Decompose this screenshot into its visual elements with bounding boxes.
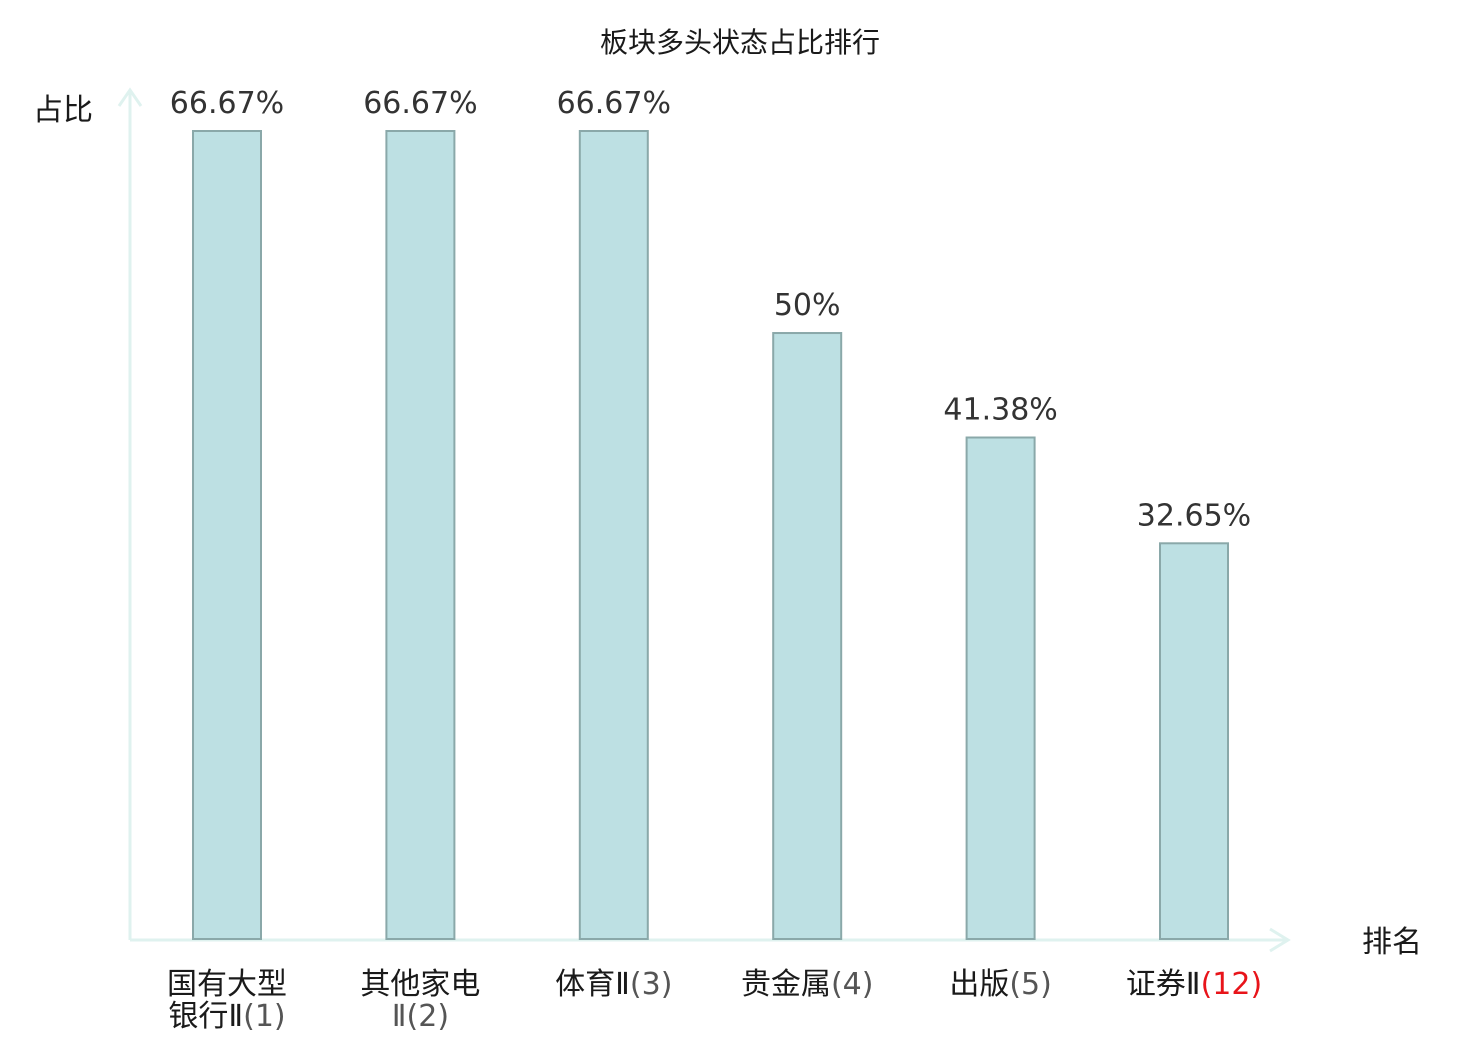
value-label-4: 50% — [774, 288, 841, 323]
tick-label-6: 证券Ⅱ(12) — [1126, 967, 1262, 1002]
tick-label-line: 出版(5) — [949, 967, 1052, 1002]
category-rank: (1) — [243, 999, 286, 1034]
tick-label-line: 其他家电 — [360, 967, 480, 1002]
category-rank: Ⅱ(2) — [392, 999, 449, 1034]
tick-label-2: 其他家电 Ⅱ(2) — [360, 967, 480, 1034]
axes — [117, 87, 1291, 953]
category-name: 出版 — [949, 967, 1009, 1002]
category-name: 其他家电 — [360, 967, 480, 1002]
tick-label-1: 国有大型银行Ⅱ(1) — [167, 967, 287, 1034]
category-rank: (4) — [831, 967, 874, 1002]
bar-5 — [965, 436, 1036, 940]
tick-label-line: 贵金属(4) — [741, 967, 874, 1002]
category-name: 贵金属 — [741, 967, 831, 1002]
tick-labels-group: 国有大型银行Ⅱ(1)其他家电 Ⅱ(2)体育Ⅱ(3) 贵金属(4) 出版(5) 证券Ⅱ(1… — [167, 967, 1262, 1034]
tick-label-line: 证券Ⅱ(12) — [1126, 967, 1262, 1002]
bar-4 — [772, 332, 843, 941]
value-label-1: 66.67% — [170, 86, 284, 121]
bars-group — [192, 130, 1229, 941]
category-name: 体育Ⅱ — [555, 967, 630, 1002]
tick-label-3: 体育Ⅱ(3) — [555, 967, 672, 1002]
category-rank: (5) — [1009, 967, 1052, 1002]
value-labels-group: 66.67% 66.67% 66.67% 50% 41.38% 32.65% — [170, 86, 1251, 533]
x-axis-arrow-icon — [1269, 927, 1291, 953]
value-label-2: 66.67% — [363, 86, 477, 121]
value-label-5: 41.38% — [943, 392, 1057, 427]
tick-label-line: Ⅱ(2) — [392, 999, 449, 1034]
tick-label-line: 银行Ⅱ(1) — [168, 999, 285, 1034]
tick-label-4: 贵金属(4) — [741, 967, 874, 1002]
bar-6 — [1159, 542, 1229, 940]
y-axis-arrow-icon — [117, 87, 143, 107]
category-rank: (12) — [1201, 967, 1263, 1002]
x-axis-label: 排名 — [1362, 925, 1422, 960]
tick-label-line: 国有大型 — [167, 967, 287, 1002]
category-rank: (3) — [630, 967, 673, 1002]
bar-3 — [578, 130, 649, 940]
category-name: 国有大型 — [167, 967, 287, 1002]
bar-2 — [385, 130, 456, 940]
value-label-6: 32.65% — [1137, 498, 1251, 533]
category-name: 银行Ⅱ — [168, 999, 243, 1034]
tick-label-5: 出版(5) — [949, 967, 1052, 1002]
chart-title: 板块多头状态占比排行 — [600, 26, 880, 59]
bar-1 — [192, 130, 262, 940]
tick-label-line: 体育Ⅱ(3) — [555, 967, 672, 1002]
y-axis-label: 占比 — [33, 93, 93, 128]
value-label-3: 66.67% — [557, 86, 671, 121]
category-name: 证券Ⅱ — [1126, 967, 1201, 1002]
